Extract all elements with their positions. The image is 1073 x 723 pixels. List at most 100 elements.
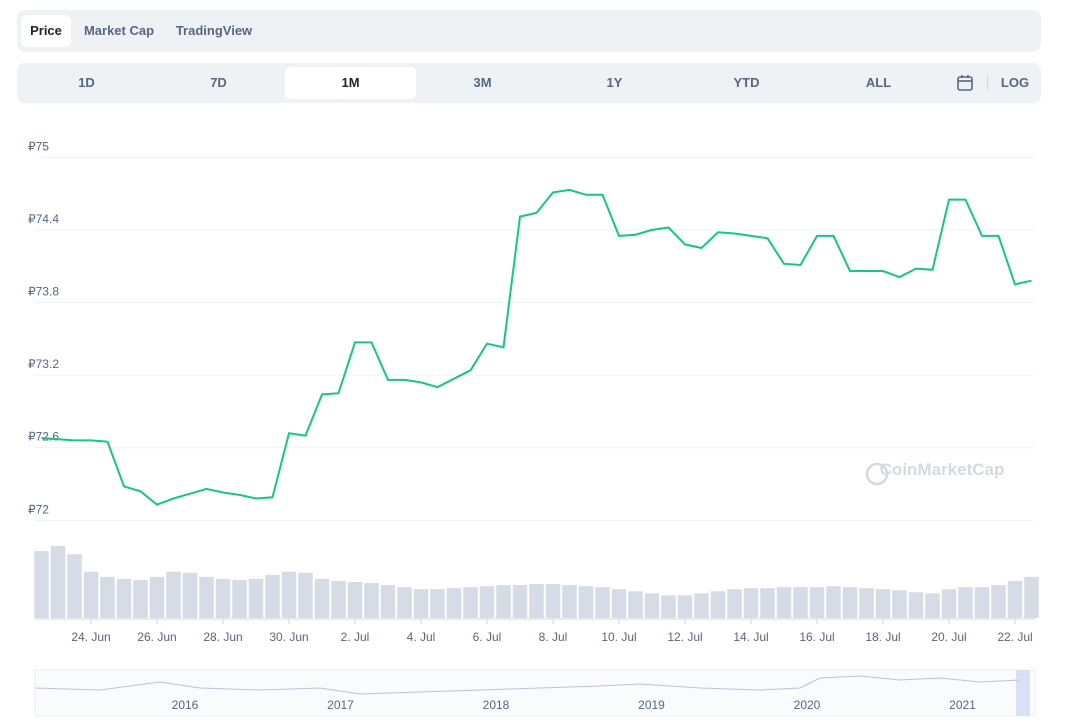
y-tick-label: ₽75 (28, 139, 49, 153)
x-tick-label: 6. Jul (473, 630, 502, 644)
volume-bar (430, 589, 445, 618)
x-tick-label: 20. Jul (931, 630, 966, 644)
volume-bar (1024, 576, 1039, 618)
volume-bar (133, 579, 148, 618)
volume-bar (991, 585, 1006, 618)
x-tick-label: 8. Jul (539, 630, 568, 644)
tab[interactable]: Market Cap (83, 23, 155, 38)
volume-bar (875, 589, 891, 618)
volume-bar (842, 587, 858, 618)
y-tick-label: ₽72.6 (28, 430, 59, 444)
volume-bar (265, 574, 280, 618)
volume-bar (298, 572, 313, 618)
volume-bar (595, 587, 610, 618)
volume-bar (463, 587, 478, 618)
volume-bar (628, 591, 643, 618)
volume-bar (727, 589, 742, 618)
volume-bar (859, 588, 874, 618)
volume-bar (199, 576, 214, 618)
volume-bar (529, 584, 544, 618)
volume-bar (67, 554, 82, 618)
range-tab[interactable]: YTD (733, 75, 760, 90)
tab[interactable]: Price (21, 15, 71, 47)
y-tick-label: ₽74.4 (28, 212, 59, 226)
x-tick-label: 30. Jun (269, 630, 308, 644)
y-tick-label: ₽73.8 (28, 284, 59, 298)
volume-bar (611, 589, 627, 618)
volume-bar (958, 587, 973, 618)
volume-bar (50, 546, 66, 618)
volume-bar (496, 585, 511, 618)
volume-bar (743, 588, 759, 618)
watermark: CoinMarketCap (880, 460, 1005, 479)
divider (987, 75, 988, 91)
volume-bar (248, 578, 264, 618)
y-tick-label: ₽73.2 (28, 357, 59, 371)
volume-bar (116, 578, 132, 618)
y-tick-label: ₽72 (28, 502, 49, 516)
price-line (41, 188, 1032, 506)
volume-bar (694, 593, 709, 618)
volume-bar (908, 592, 924, 618)
volume-bar (925, 593, 940, 618)
volume-bar (479, 586, 495, 618)
volume-bar (545, 584, 561, 618)
volume-bar (281, 571, 297, 618)
volume-bar (347, 582, 363, 618)
volume-bar (809, 587, 825, 618)
range-tab[interactable]: 1M (285, 67, 416, 99)
volume-bar (826, 586, 841, 618)
x-tick-label: 26. Jun (137, 630, 176, 644)
volume-bar (661, 595, 676, 618)
volume-bar (149, 576, 165, 618)
volume-bar (793, 587, 808, 618)
volume-bar (182, 572, 198, 618)
x-tick-label: 10. Jul (601, 630, 636, 644)
view-tabs: Price Market Cap TradingView (17, 10, 1041, 52)
volume-bar (380, 585, 396, 618)
x-tick-label: 28. Jun (203, 630, 242, 644)
volume-bar (166, 571, 181, 618)
volume-bar (892, 590, 907, 618)
volume-bar (215, 578, 231, 618)
volume-bar (776, 587, 792, 618)
volume-bar (1007, 580, 1023, 618)
navigator-label: 2021 (949, 698, 976, 712)
volume-bar (232, 579, 247, 618)
volume-bar (364, 583, 379, 618)
calendar-icon[interactable] (956, 74, 974, 92)
volume-bar (710, 591, 726, 618)
x-tick-label: 16. Jul (799, 630, 834, 644)
x-tick-label: 22. Jul (997, 630, 1032, 644)
volume-bar (578, 586, 594, 618)
volume-bar (314, 578, 330, 618)
range-tab[interactable]: 7D (210, 75, 227, 90)
navigator-window[interactable] (1016, 670, 1030, 716)
navigator-label: 2017 (327, 698, 354, 712)
volume-bar (83, 571, 99, 618)
navigator (34, 669, 1036, 717)
volume-bar (644, 593, 660, 618)
volume-bar (941, 589, 957, 618)
volume-bar (974, 587, 990, 618)
volume-bar (512, 585, 528, 618)
navigator-label: 2016 (172, 698, 199, 712)
range-tab[interactable]: 1Y (606, 75, 623, 90)
range-tab[interactable]: 1D (78, 75, 95, 90)
range-tab[interactable]: 3M (473, 75, 492, 90)
x-tick-label: 18. Jul (865, 630, 900, 644)
range-tab[interactable]: ALL (865, 75, 892, 90)
volume-bar (331, 580, 346, 618)
volume-bar (677, 595, 693, 618)
x-tick-label: 2. Jul (341, 630, 370, 644)
volume-bar (397, 587, 412, 618)
tab[interactable]: TradingView (175, 23, 253, 38)
watermark-logo (865, 462, 889, 486)
volume-bar (446, 588, 462, 618)
log-toggle[interactable]: LOG (1000, 75, 1030, 90)
volume-bar (760, 588, 775, 618)
navigator-label: 2020 (794, 698, 821, 712)
volume-bar (100, 576, 115, 618)
